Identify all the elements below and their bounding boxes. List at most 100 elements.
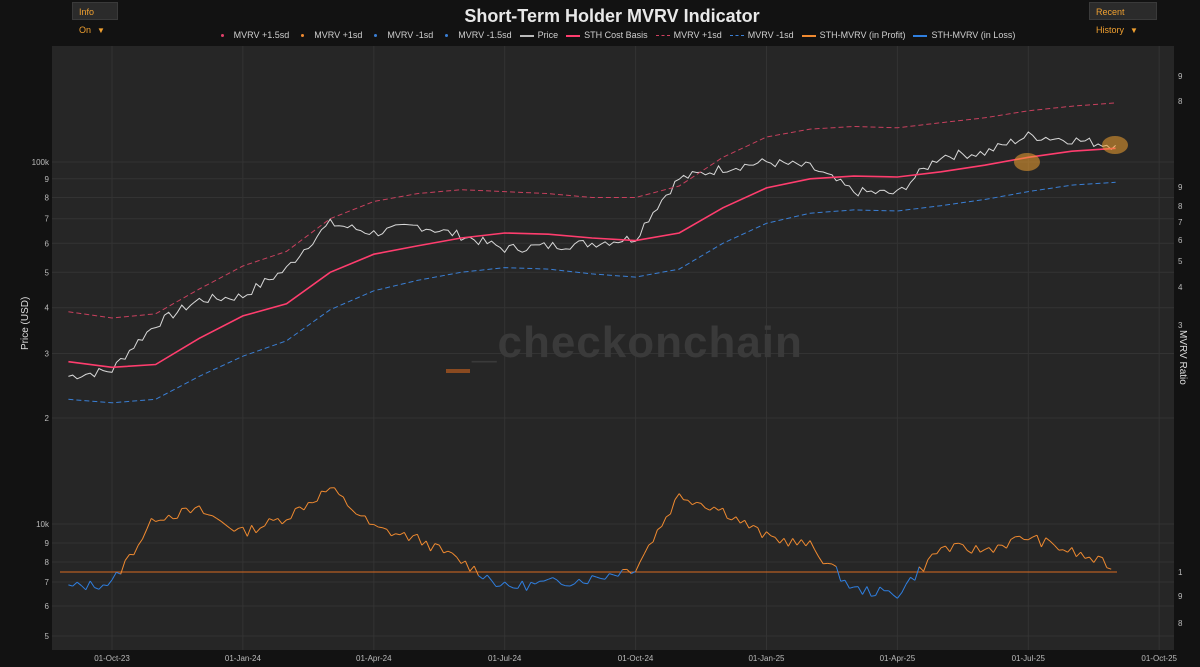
- mvrv-segment: [286, 518, 292, 521]
- legend-item[interactable]: STH-MVRV (in Profit): [801, 30, 905, 40]
- mvrv-segment: [155, 519, 161, 522]
- mvrv-segment: [1062, 549, 1068, 553]
- mvrv-segment: [438, 544, 445, 554]
- mvrv-segment: [954, 542, 959, 545]
- x-tick-label: 01-Jan-24: [225, 654, 262, 663]
- x-tick-label: 01-Oct-23: [94, 654, 130, 663]
- mvrv-segment: [351, 509, 357, 515]
- mvrv-segment: [849, 586, 854, 589]
- legend-item[interactable]: MVRV +1sd: [297, 30, 362, 40]
- mvrv-segment: [630, 571, 636, 574]
- mvrv-segment: [713, 506, 719, 511]
- y2-tick-label: 8: [1178, 202, 1183, 211]
- mvrv-segment: [225, 524, 231, 529]
- y2-tick-label: 3: [1178, 321, 1183, 330]
- mvrv-segment: [910, 576, 916, 581]
- mvrv-segment: [992, 544, 999, 553]
- mvrv-segment: [168, 514, 174, 520]
- legend-item[interactable]: MVRV -1sd: [370, 30, 433, 40]
- mvrv-segment: [290, 508, 296, 519]
- mvrv-segment: [914, 566, 920, 581]
- x-tick-label: 01-Apr-24: [356, 654, 392, 663]
- mvrv-segment: [757, 527, 763, 538]
- y-tick-label: 6: [45, 239, 50, 248]
- mvrv-segment: [962, 544, 968, 551]
- mvrv-segment: [700, 503, 706, 509]
- mvrv-segment: [534, 580, 540, 585]
- legend-item[interactable]: STH Cost Basis: [566, 30, 648, 40]
- info-dropdown[interactable]: Info On ▼: [72, 2, 118, 35]
- mvrv-segment: [905, 577, 911, 585]
- mvrv-segment: [971, 545, 977, 554]
- x-tick-label: 01-Apr-25: [880, 654, 916, 663]
- mvrv-segment: [936, 547, 942, 555]
- mvrv-segment: [281, 519, 287, 525]
- mvrv-segment: [164, 514, 170, 521]
- mvrv-segment: [120, 560, 126, 575]
- mvrv-segment: [386, 529, 392, 537]
- mvrv-segment: [103, 584, 108, 587]
- mvrv-segment: [818, 556, 824, 565]
- legend-swatch: [301, 34, 305, 38]
- mvrv-segment: [879, 586, 885, 592]
- mvrv-segment: [835, 566, 842, 582]
- mvrv-segment: [364, 515, 370, 525]
- y-tick-label: 9: [45, 539, 50, 548]
- mvrv-segment: [1028, 536, 1033, 541]
- mvrv-segment: [299, 506, 305, 511]
- legend-label: MVRV -1sd: [387, 30, 434, 40]
- mvrv-segment: [744, 520, 750, 529]
- mvrv-segment: [1054, 544, 1060, 551]
- mvrv-segment: [578, 578, 584, 584]
- mvrv-segment: [312, 500, 318, 504]
- legend-item[interactable]: MVRV -1.5sd: [441, 30, 512, 40]
- mvrv-segment: [495, 585, 501, 587]
- mvrv-segment: [665, 513, 671, 518]
- series-line-mvrv-1sd: [68, 102, 1116, 319]
- mvrv-segment: [583, 582, 588, 585]
- legend-label: STH-MVRV (in Loss): [931, 30, 1016, 40]
- mvrv-segment: [787, 538, 794, 547]
- y-tick-label: 9: [45, 175, 50, 184]
- mvrv-segment: [805, 540, 811, 547]
- mvrv-segment: [692, 501, 697, 506]
- mvrv-segment: [233, 527, 239, 532]
- mvrv-segment: [574, 578, 580, 585]
- mvrv-segment: [1075, 551, 1082, 558]
- legend-item[interactable]: Price: [519, 30, 558, 40]
- mvrv-segment: [617, 569, 623, 577]
- mvrv-segment: [321, 490, 326, 493]
- chart-legend: MVRV +1.5sd MVRV +1sd MVRV -1sd MVRV -1.5sd…: [0, 30, 1200, 40]
- mvrv-segment: [740, 519, 745, 524]
- mvrv-segment: [408, 535, 414, 542]
- mvrv-segment: [862, 586, 868, 595]
- mvrv-segment: [151, 517, 156, 522]
- legend-item[interactable]: MVRV +1sd: [655, 30, 722, 40]
- y-tick-label: 6: [45, 602, 50, 611]
- mvrv-segment: [901, 583, 907, 593]
- mvrv-segment: [382, 527, 388, 530]
- mvrv-segment: [203, 513, 209, 516]
- legend-item[interactable]: MVRV +1.5sd: [217, 30, 289, 40]
- mvrv-segment: [923, 559, 929, 572]
- mvrv-segment: [334, 487, 340, 495]
- y-tick-label: 7: [45, 215, 50, 224]
- mvrv-segment: [486, 574, 492, 581]
- legend-swatch: [374, 34, 378, 38]
- legend-item[interactable]: STH-MVRV (in Loss): [913, 30, 1015, 40]
- mvrv-segment: [779, 537, 785, 544]
- history-dropdown[interactable]: Recent History ▼: [1089, 2, 1157, 35]
- mvrv-segment: [443, 550, 449, 554]
- legend-item[interactable]: MVRV -1sd: [729, 30, 794, 40]
- y-tick-label: 100k: [32, 158, 50, 167]
- mvrv-segment: [111, 572, 117, 581]
- mvrv-segment: [268, 518, 274, 521]
- mvrv-segment: [530, 581, 536, 585]
- mvrv-segment: [709, 506, 715, 511]
- mvrv-segment: [251, 525, 257, 534]
- info-dropdown-label: Info On: [79, 7, 95, 35]
- mvrv-segment: [945, 545, 951, 553]
- mvrv-segment: [378, 526, 383, 529]
- mvrv-segment: [1040, 537, 1047, 548]
